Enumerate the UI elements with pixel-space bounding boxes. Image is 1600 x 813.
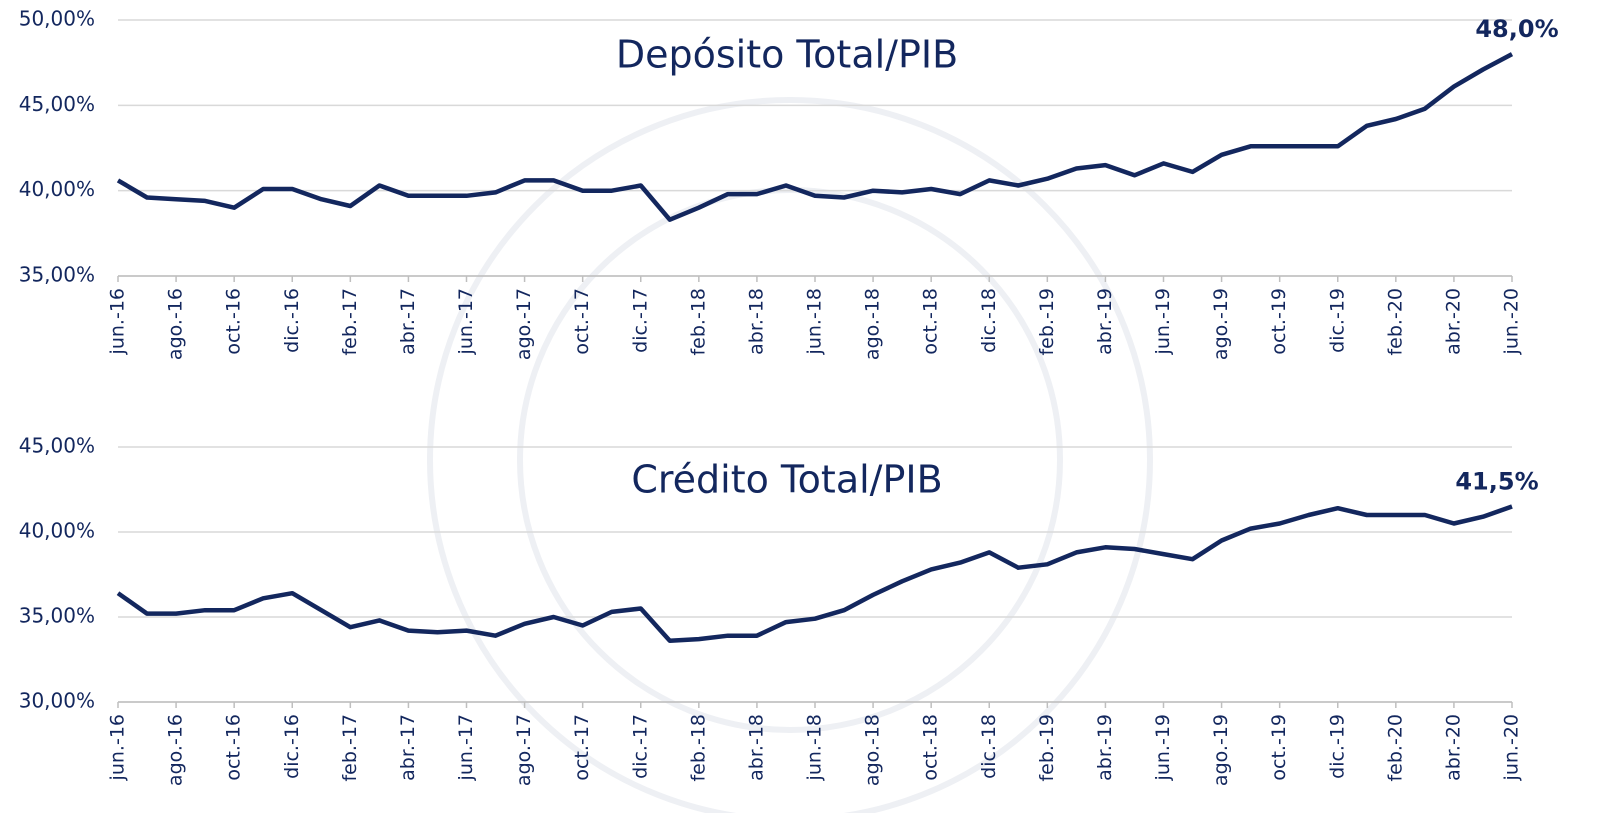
x-tick-label: oct.-18 [920,714,942,781]
x-tick-label: jun.-16 [107,288,129,355]
y-tick-label: 35,00% [19,263,95,287]
x-tick-label: abr.-19 [1094,714,1116,781]
x-tick-label: oct.-18 [920,288,942,355]
y-tick-label: 50,00% [19,7,95,31]
x-tick-label: abr.-17 [397,714,419,781]
x-tick-label: oct.-17 [571,714,593,781]
x-tick-label: dic.-17 [629,288,651,353]
y-tick-label: 40,00% [19,519,95,543]
x-tick-label: dic.-18 [978,288,1000,353]
x-tick-label: jun.-18 [804,714,826,781]
x-tick-label: dic.-18 [978,714,1000,779]
x-tick-label: abr.-18 [745,288,767,355]
x-tick-label: ago.-17 [513,288,535,360]
x-tick-label: jun.-19 [1152,714,1174,781]
x-tick-label: oct.-19 [1268,714,1290,781]
x-tick-label: oct.-17 [571,288,593,355]
watermark [427,97,1153,813]
x-tick-label: jun.-17 [455,288,477,355]
x-tick-label: jun.-20 [1501,288,1523,355]
x-tick-label: jun.-16 [107,714,129,781]
x-tick-label: feb.-18 [687,714,709,782]
x-tick-label: oct.-16 [223,714,245,781]
x-tick-label: ago.-16 [165,714,187,786]
x-tick-label: abr.-17 [397,288,419,355]
y-tick-label: 30,00% [19,689,95,713]
y-tick-label: 40,00% [19,177,95,201]
x-tick-label: ago.-18 [862,714,884,786]
line-series [116,52,1514,222]
x-tick-label: oct.-16 [223,288,245,355]
x-tick-label: ago.-16 [165,288,187,360]
x-tick-label: abr.-19 [1094,288,1116,355]
x-tick-label: oct.-19 [1268,288,1290,355]
x-tick-label: ago.-17 [513,714,535,786]
y-tick-label: 45,00% [19,92,95,116]
annotation: 41,5% [1455,468,1538,496]
x-tick-label: abr.-20 [1442,288,1464,355]
x-tick-label: jun.-17 [455,714,477,781]
y-tick-label: 45,00% [19,434,95,458]
x-tick-label: ago.-19 [1210,288,1232,360]
chart-title: Crédito Total/PIB [631,458,942,502]
x-tick-label: feb.-19 [1036,288,1058,356]
x-tick-label: dic.-16 [281,714,303,779]
x-tick-label: ago.-18 [862,288,884,360]
x-tick-label: dic.-19 [1326,714,1348,779]
x-tick-label: ago.-19 [1210,714,1232,786]
x-tick-label: feb.-18 [687,288,709,356]
x-tick-label: feb.-19 [1036,714,1058,782]
x-tick-label: abr.-18 [745,714,767,781]
x-tick-label: jun.-19 [1152,288,1174,355]
chart-title: Depósito Total/PIB [616,33,958,77]
x-tick-label: dic.-17 [629,714,651,779]
x-tick-label: jun.-18 [804,288,826,355]
x-tick-label: feb.-17 [339,288,361,356]
x-tick-label: dic.-16 [281,288,303,353]
x-tick-label: feb.-20 [1384,288,1406,356]
line-series [116,504,1513,644]
x-tick-label: feb.-17 [339,714,361,782]
x-tick-label: dic.-19 [1326,288,1348,353]
x-tick-label: abr.-20 [1442,714,1464,781]
annotation: 48,0% [1475,15,1558,43]
y-tick-label: 35,00% [19,604,95,628]
x-tick-label: jun.-20 [1501,714,1523,781]
x-tick-label: feb.-20 [1384,714,1406,782]
